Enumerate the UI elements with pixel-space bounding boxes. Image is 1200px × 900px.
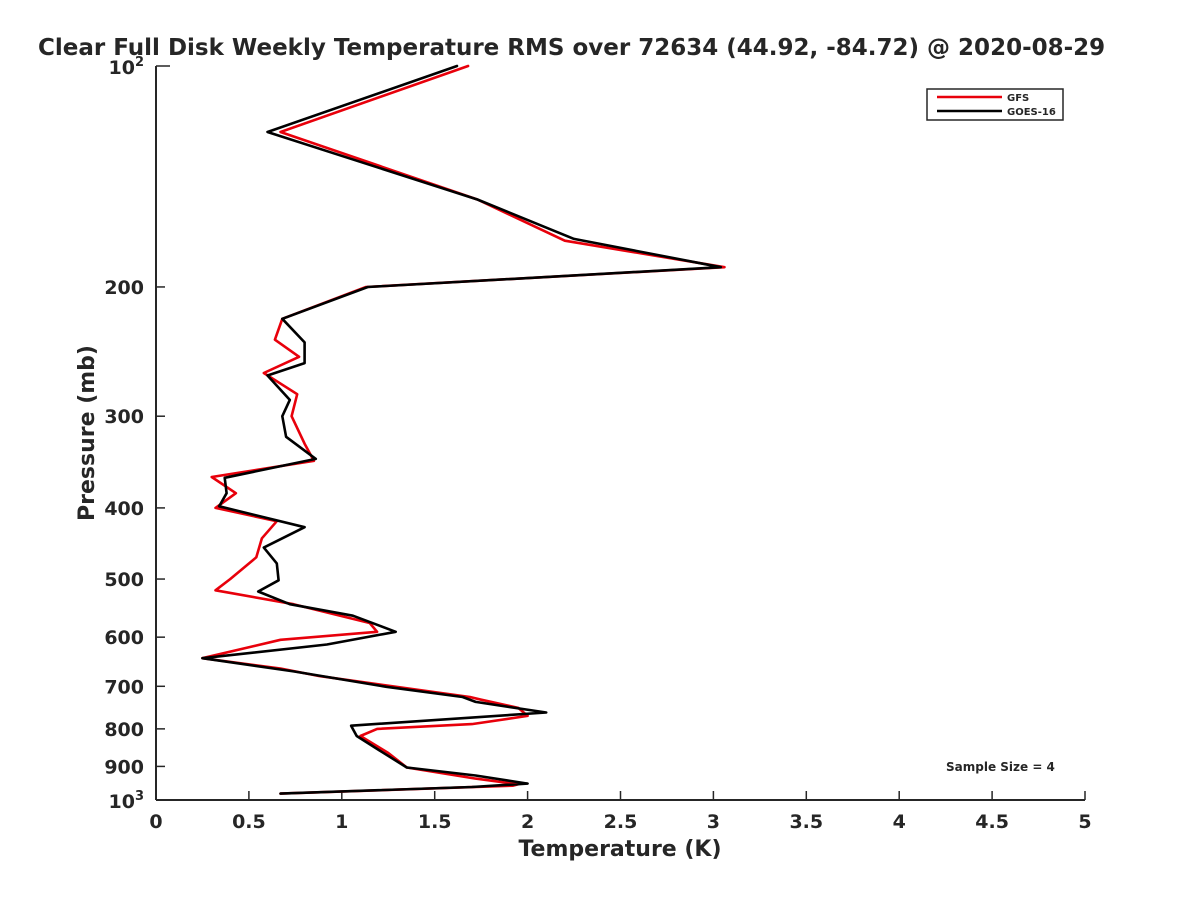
- series-line-gfs: [201, 64, 726, 795]
- legend-label-gfs: GFS: [1007, 93, 1029, 104]
- legend: GFS GOES-16: [926, 88, 1064, 121]
- legend-box: [926, 88, 1064, 121]
- y-tick-label: 900: [104, 756, 144, 778]
- x-ticks: 0 0.5 1 1.5 2 2.5 3 3.5 4 4.5 5: [149, 791, 1092, 833]
- y-tick-label: 200: [104, 277, 144, 299]
- plot-area: [155, 66, 1085, 801]
- chart-title: Clear Full Disk Weekly Temperature RMS o…: [38, 35, 1105, 61]
- y-tick-label: 800: [104, 719, 144, 741]
- x-tick-label: 3: [707, 811, 720, 833]
- x-tick-label: 5: [1078, 811, 1091, 833]
- y-tick-label: 500: [104, 569, 144, 591]
- sample-size-annotation: Sample Size = 4: [946, 760, 1055, 774]
- x-tick-label: 2: [521, 811, 534, 833]
- y-ticks: 200 300 400 500 600 700 800 900 102 103: [104, 55, 170, 813]
- y-tick-label: 700: [104, 676, 144, 698]
- y-axis-label: Pressure (mb): [75, 345, 100, 521]
- y-major-tick-label: 102: [109, 55, 145, 79]
- legend-label-goes16: GOES-16: [1007, 107, 1056, 118]
- x-tick-label: 0.5: [232, 811, 266, 833]
- y-tick-label: 400: [104, 498, 144, 520]
- y-tick-label: 300: [104, 406, 144, 428]
- y-major-tick-label: 103: [109, 789, 145, 813]
- series-layer: [201, 64, 726, 795]
- x-tick-label: 3.5: [789, 811, 823, 833]
- x-tick-label: 1.5: [418, 811, 452, 833]
- x-tick-label: 4: [893, 811, 906, 833]
- x-tick-label: 0: [149, 811, 162, 833]
- x-tick-label: 2.5: [604, 811, 638, 833]
- x-tick-label: 1: [335, 811, 348, 833]
- x-tick-label: 4.5: [975, 811, 1009, 833]
- x-axis-label: Temperature (K): [518, 837, 721, 862]
- y-tick-label: 600: [104, 627, 144, 649]
- series-line-goes16: [201, 64, 723, 795]
